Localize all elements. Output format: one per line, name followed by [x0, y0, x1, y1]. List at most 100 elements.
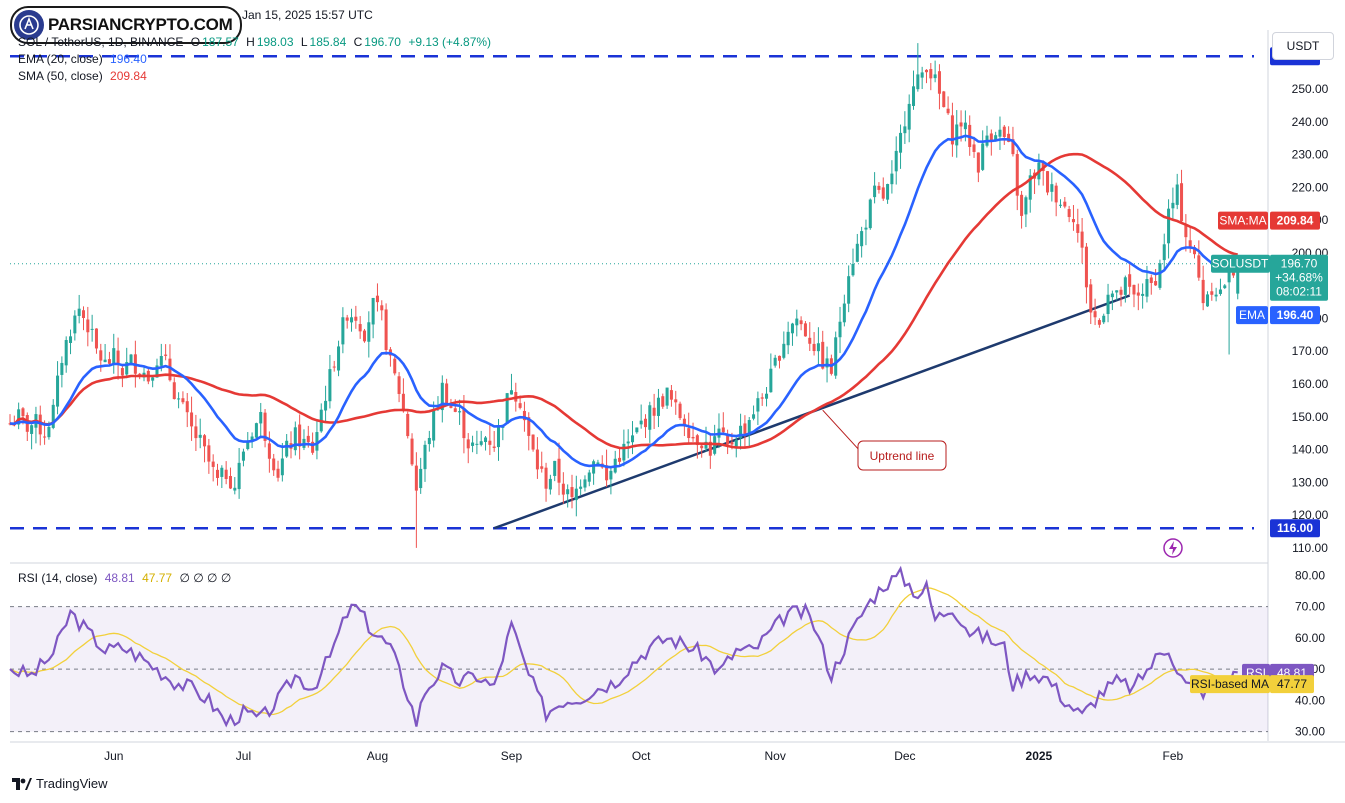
candle-body: [1180, 183, 1184, 222]
currency-button[interactable]: USDT: [1272, 32, 1334, 60]
candle-body: [21, 408, 25, 417]
candle: [924, 69, 928, 84]
ema-legend-value: 196.40: [110, 52, 147, 66]
price-tick-label: 130.00: [1292, 475, 1329, 489]
candle-body: [401, 393, 405, 412]
candle-body: [1132, 284, 1136, 295]
candle-body: [1046, 171, 1050, 193]
candle: [1201, 265, 1205, 311]
candle-body: [937, 71, 941, 94]
candle: [1158, 259, 1162, 290]
candle: [302, 429, 306, 451]
candle-body: [631, 435, 635, 443]
candle-body: [540, 466, 544, 469]
candle-body: [674, 399, 678, 403]
candle-body: [354, 316, 358, 321]
candle-body: [233, 487, 237, 491]
candle-body: [1067, 209, 1071, 218]
candle: [946, 96, 950, 115]
candle: [786, 321, 790, 355]
candle: [116, 337, 120, 380]
candle-body: [695, 435, 699, 446]
candle-body: [190, 412, 194, 427]
candle-body: [1149, 277, 1153, 283]
candle: [535, 437, 539, 479]
candle-body: [1192, 247, 1197, 255]
candle-body: [77, 308, 81, 316]
candle-body: [138, 373, 142, 375]
candle-body: [756, 398, 760, 412]
candle-body: [747, 420, 751, 434]
rsi-legend[interactable]: RSI (14, close) 48.81 47.77 ∅ ∅ ∅ ∅: [18, 571, 231, 585]
candle: [423, 440, 427, 482]
candle-body: [315, 432, 319, 451]
candle-body: [103, 359, 107, 363]
candle-body: [1201, 279, 1205, 304]
candle: [592, 459, 596, 485]
candle: [332, 360, 336, 372]
candle-body: [959, 122, 963, 127]
candle-body: [414, 465, 418, 491]
candle: [838, 306, 842, 354]
candle: [103, 343, 107, 363]
candle: [280, 442, 284, 482]
candle-body: [151, 377, 155, 381]
candle: [263, 408, 267, 448]
candle: [842, 294, 846, 327]
brand-name: PARSIANCRYPTO.COM: [48, 15, 233, 34]
candle: [1106, 283, 1110, 323]
candle: [894, 136, 898, 185]
candle: [976, 152, 980, 183]
candle: [933, 60, 937, 83]
ohlc-change: +9.13 (+4.87%): [408, 35, 492, 49]
candle: [782, 331, 786, 360]
candle-body: [808, 337, 812, 344]
candle-body: [99, 350, 103, 361]
candle: [56, 361, 60, 415]
candle-body: [254, 423, 258, 438]
candle: [38, 405, 42, 446]
candle: [1063, 197, 1067, 209]
sma-legend[interactable]: SMA (50, close) 209.84: [18, 69, 147, 83]
candle: [319, 403, 323, 433]
symbol-line: SOL / TetherUS, 1D, BINANCE: [18, 35, 184, 49]
candle-body: [362, 330, 367, 342]
candle-body: [462, 408, 466, 439]
candle: [760, 393, 764, 406]
candle: [631, 421, 635, 455]
candle: [1141, 283, 1145, 309]
candle-body: [1102, 315, 1106, 323]
candle-body: [605, 465, 609, 481]
candle-body: [886, 184, 890, 200]
candle-body: [682, 418, 686, 427]
candle-body: [112, 348, 116, 365]
ema-name-tag: EMA: [1239, 308, 1265, 322]
candle-body: [803, 323, 807, 337]
candle: [821, 330, 825, 370]
candle-body: [700, 445, 704, 449]
candle: [1067, 205, 1071, 223]
candle: [458, 399, 462, 425]
candle-body: [181, 398, 185, 403]
candle: [198, 418, 202, 449]
rsi-ma-legend-value: 47.77: [142, 571, 173, 585]
ema-legend[interactable]: EMA (20, close) 196.40: [18, 52, 147, 66]
candle: [86, 306, 90, 347]
candle-body: [527, 417, 531, 436]
tradingview-logo[interactable]: TradingView: [12, 776, 108, 791]
candle-body: [561, 483, 565, 495]
candle: [950, 102, 954, 157]
candle-body: [635, 427, 639, 433]
candle-body: [924, 69, 928, 73]
candle-body: [877, 185, 881, 190]
candle: [190, 396, 194, 441]
candle-body: [1028, 175, 1032, 200]
candle-body: [324, 400, 328, 411]
candle-body: [773, 357, 777, 366]
candle: [125, 347, 129, 379]
candle: [1097, 318, 1101, 328]
candle-body: [203, 435, 207, 447]
candle-body: [246, 441, 250, 450]
candle-body: [1115, 290, 1119, 293]
